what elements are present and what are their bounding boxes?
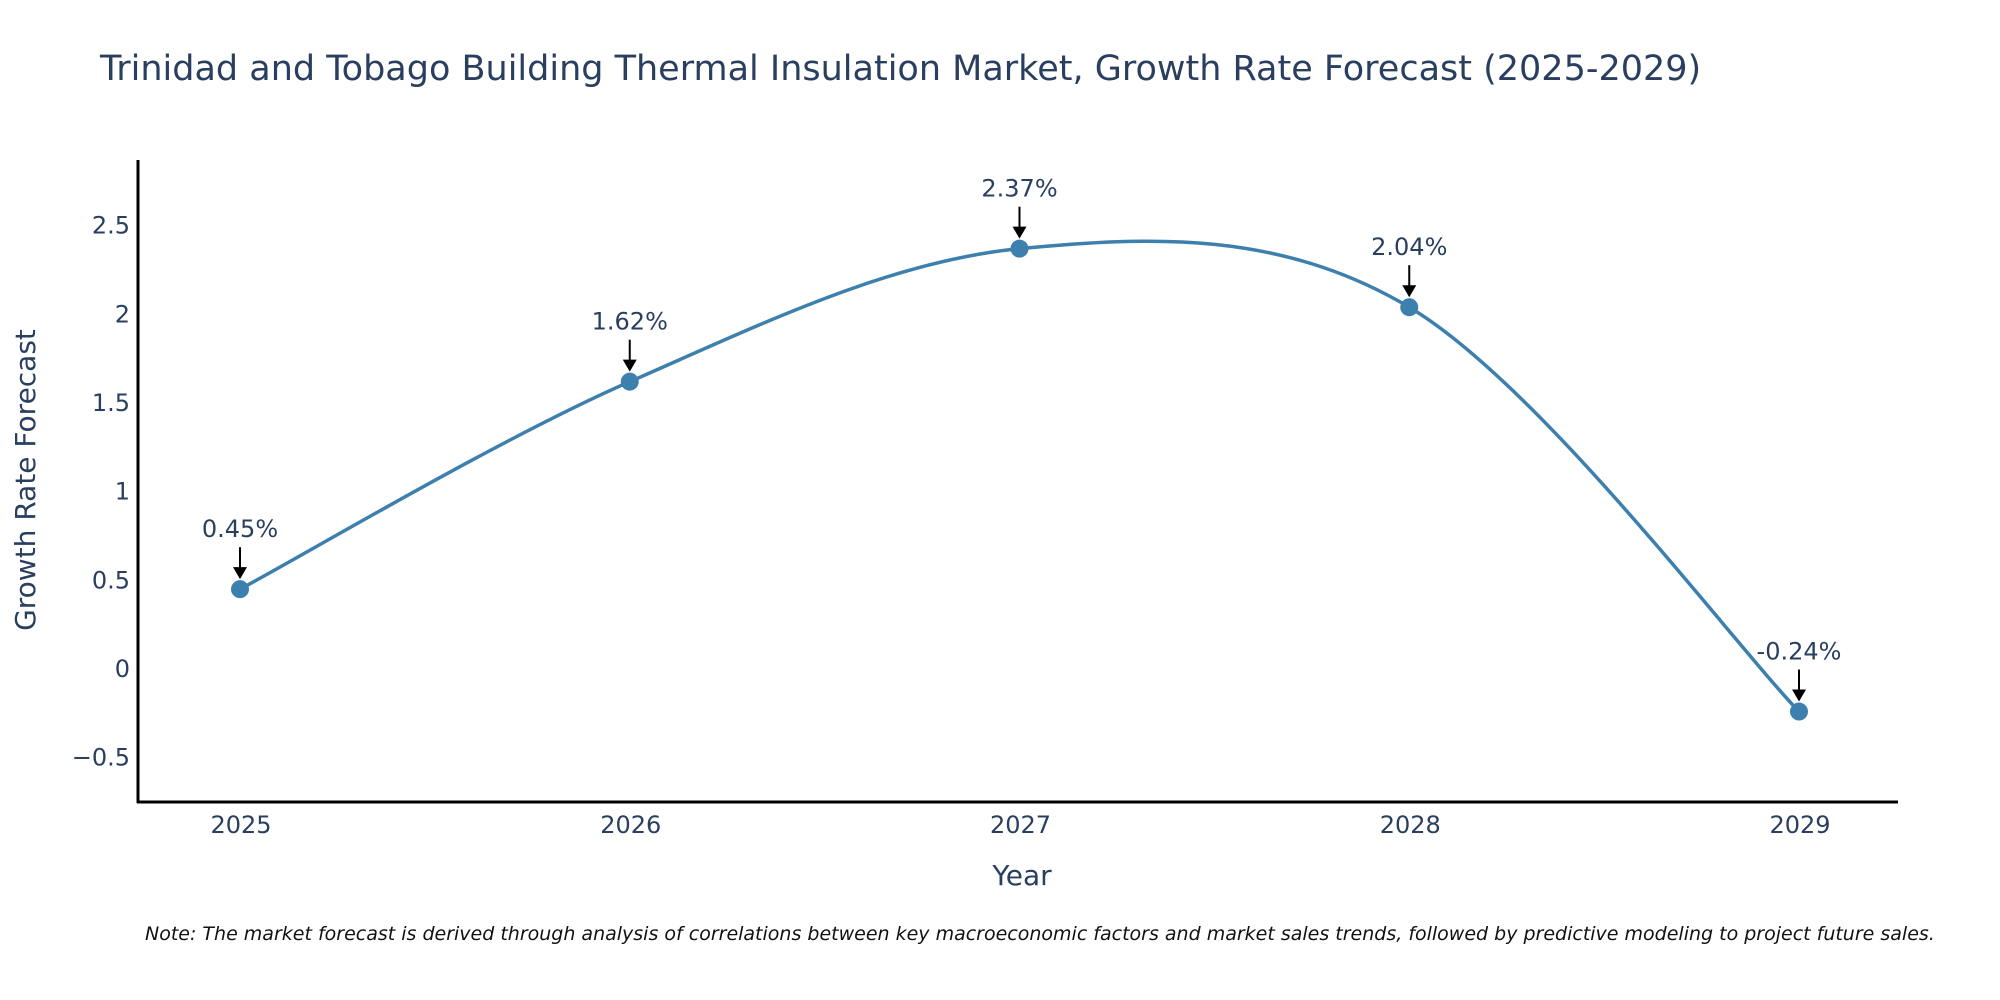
x-tick-label: 2025 [210,811,271,839]
annotation-arrowhead [1792,689,1806,702]
chart-note: Note: The market forecast is derived thr… [145,923,1935,945]
y-tick-label: 2 [115,300,130,328]
x-tick-label: 2029 [1769,811,1830,839]
chart-title: Trinidad and Tobago Building Thermal Ins… [99,49,1701,89]
y-tick-label: 2.5 [92,212,130,240]
x-tick-label: 2027 [990,811,1051,839]
x-axis-title: Year [991,859,1052,892]
data-point [1010,239,1029,258]
data-point [231,580,249,599]
annotation-arrowhead [622,359,637,372]
y-tick-label: 0.5 [92,566,130,594]
y-tick-label: 1.5 [92,389,130,417]
annotation-arrowhead [1012,226,1027,239]
annotation-arrowhead [233,567,247,580]
data-label: 2.37% [981,175,1057,203]
data-label: -0.24% [1757,638,1842,666]
plot-area: −0.5 0 0.5 1 1.5 2 2.5 2025 2026 2027 2028 2029 0.45… [72,160,1898,839]
series-line [239,239,1801,713]
data-label: 2.04% [1371,233,1447,261]
annotation-arrowhead [1402,285,1417,298]
data-point [1400,298,1419,317]
y-tick-label: −0.5 [72,744,130,772]
data-label: 0.45% [202,515,278,543]
data-point [620,372,639,391]
x-tick-label: 2026 [600,811,661,839]
y-axis-title: Growth Rate Forecast [9,329,42,631]
data-point [1790,702,1808,721]
y-tick-label: 1 [115,478,130,506]
x-tick-label: 2028 [1380,811,1441,839]
y-tick-label: 0 [115,655,130,683]
data-label: 1.62% [592,308,668,336]
